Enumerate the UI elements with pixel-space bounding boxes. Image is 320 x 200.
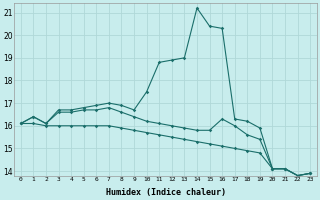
X-axis label: Humidex (Indice chaleur): Humidex (Indice chaleur): [106, 188, 226, 197]
